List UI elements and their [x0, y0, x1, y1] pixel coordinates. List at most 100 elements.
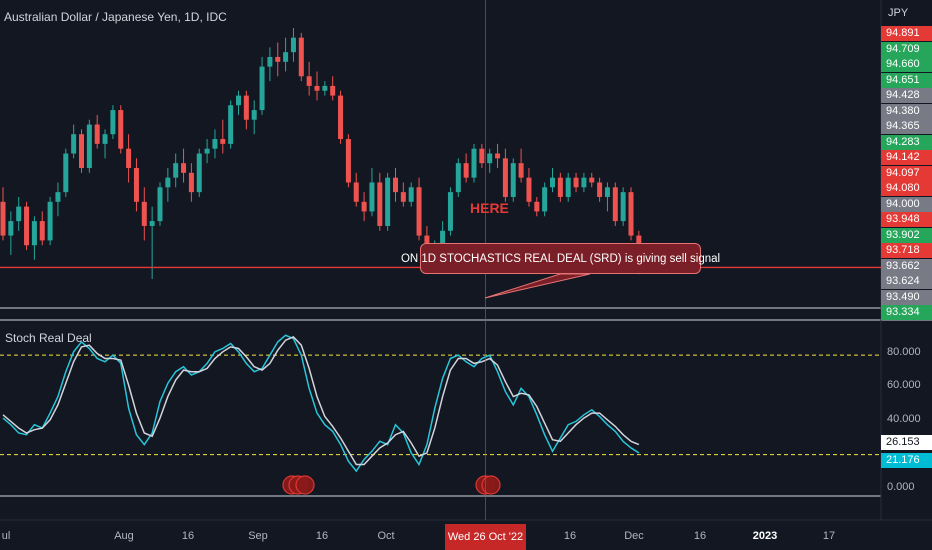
candle-body	[188, 172, 194, 193]
price-scale-label: 93.624	[881, 274, 932, 289]
candlestick-series	[0, 28, 642, 280]
time-axis-label: 17	[822, 530, 836, 542]
candle-body	[361, 201, 367, 212]
stoch-k-line	[2, 334, 640, 473]
indicator-scale-tick: 80.000	[887, 346, 921, 358]
candle-body	[118, 110, 124, 149]
candle-body	[228, 105, 234, 144]
price-scale-label: 94.709	[881, 41, 932, 57]
signal-marker	[481, 475, 501, 495]
candle-body	[479, 148, 485, 164]
candle-body	[31, 221, 37, 246]
candle-body	[463, 163, 469, 178]
candle-body	[243, 95, 249, 120]
price-scale-currency: JPY	[888, 7, 909, 19]
price-scale-label: 94.142	[881, 150, 932, 165]
candle-body	[330, 85, 336, 96]
candle-body	[94, 124, 100, 144]
indicator-title[interactable]: Stoch Real Deal	[5, 331, 92, 345]
candle-body	[322, 85, 328, 91]
candle-body	[573, 177, 579, 188]
candle-body	[55, 192, 61, 202]
crosshair-date-label: Wed 26 Oct '22	[445, 524, 526, 550]
candle-body	[393, 177, 398, 193]
candle-body	[220, 139, 226, 144]
candle-body	[251, 110, 257, 120]
candle-body	[385, 177, 391, 226]
candle-body	[126, 148, 132, 168]
signal-marker	[295, 475, 315, 495]
candle-body	[620, 192, 626, 222]
candle-body	[181, 163, 187, 173]
candle-body	[628, 192, 634, 236]
stochastic-series	[0, 334, 881, 473]
candle-body	[565, 177, 571, 197]
indicator-scale-tick: 0.000	[887, 481, 915, 493]
candle-body	[369, 182, 375, 212]
time-axis-label: 16	[315, 530, 329, 542]
candle-body	[471, 148, 477, 178]
symbol-header[interactable]: Australian Dollar / Japanese Yen, 1D, ID…	[4, 10, 227, 24]
candle-body	[196, 153, 202, 193]
price-scale-label: 93.902	[881, 227, 932, 243]
price-scale-label: 94.660	[881, 57, 932, 72]
candle-body	[63, 153, 69, 193]
price-scale-label: 93.490	[881, 289, 932, 305]
candle-body	[447, 192, 453, 231]
candle-body	[173, 163, 179, 178]
candle-body	[212, 139, 218, 149]
candle-body	[377, 182, 383, 226]
candle-body	[259, 66, 265, 111]
time-axis-label: 2023	[752, 530, 778, 542]
candle-body	[47, 201, 53, 241]
candle-body	[597, 182, 603, 197]
candle-body	[612, 187, 618, 222]
time-axis-label: ul	[1, 530, 11, 542]
candle-body	[133, 168, 139, 202]
candle-body	[589, 177, 595, 183]
price-scale-label: 94.428	[881, 88, 932, 103]
candle-body	[416, 187, 422, 236]
candle-body	[581, 177, 587, 188]
candle-body	[275, 56, 281, 62]
price-scale-label: 94.651	[881, 72, 932, 88]
indicator-scale-tick: 40.000	[887, 413, 921, 425]
candle-body	[314, 85, 320, 91]
candle-body	[518, 163, 524, 178]
candle-body	[39, 221, 45, 241]
sell-signal-callout[interactable]: ON 1D STOCHASTICS REAL DEAL (SRD) is giv…	[401, 243, 720, 274]
time-axis-label: 16	[563, 530, 577, 542]
price-scale-label: 93.948	[881, 212, 932, 227]
candle-body	[502, 158, 508, 197]
indicator-scale-tick: 60.000	[887, 379, 921, 391]
time-axis-label: Aug	[114, 530, 134, 542]
candle-body	[298, 37, 304, 77]
here-annotation[interactable]: HERE	[470, 200, 509, 216]
price-scale-label: 94.097	[881, 165, 932, 181]
candle-body	[8, 221, 14, 236]
candle-body	[306, 76, 312, 86]
candle-body	[338, 95, 344, 140]
candle-body	[408, 187, 414, 202]
candle-body	[526, 177, 532, 202]
time-axis-label: 16	[181, 530, 195, 542]
stoch-d-line	[2, 336, 640, 466]
candle-body	[110, 110, 116, 135]
candle-body	[204, 148, 210, 154]
candle-body	[495, 153, 501, 159]
candle-body	[86, 124, 92, 168]
candle-body	[141, 201, 147, 226]
indicator-value-label: 26.153	[881, 435, 932, 450]
candle-body	[16, 206, 22, 222]
time-axis-label: Sep	[248, 530, 268, 542]
candle-body	[71, 134, 77, 154]
price-scale-label: 94.891	[881, 26, 932, 41]
callout-pointer	[484, 273, 591, 299]
candle-body	[604, 187, 610, 197]
candle-body	[283, 52, 289, 62]
candle-body	[0, 201, 6, 236]
candle-body	[79, 134, 84, 168]
candle-body	[550, 177, 555, 188]
candle-body	[267, 56, 273, 67]
